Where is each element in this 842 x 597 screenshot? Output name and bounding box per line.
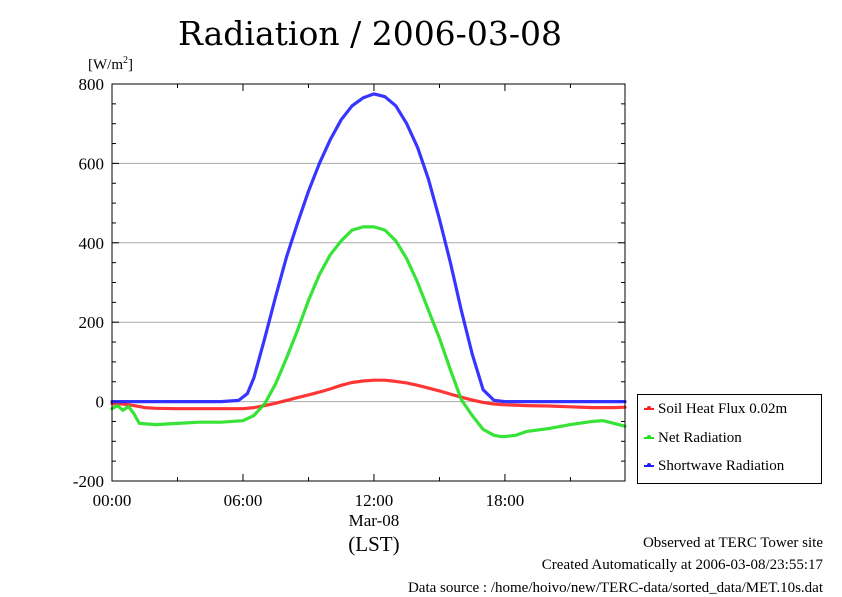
legend-item-shortwave-radiation: Shortwave Radiation bbox=[644, 458, 784, 478]
series-line-shortwave-radiation bbox=[110, 92, 627, 404]
y-tick-label-2: 200 bbox=[79, 313, 105, 332]
x-tick-label-1: 06:00 bbox=[224, 491, 263, 510]
legend-swatch-net-radiation bbox=[644, 434, 654, 439]
x-tick-label-2: 12:00 bbox=[355, 491, 394, 510]
x-tick-label-3: 18:00 bbox=[486, 491, 525, 510]
plot-frame bbox=[111, 83, 626, 482]
y-tick-label-4: 600 bbox=[79, 154, 105, 173]
y-axis-unit-close: ] bbox=[128, 57, 133, 73]
y-axis-unit-text: [W/m bbox=[88, 57, 123, 73]
y-axis-unit-label: [W/m2] bbox=[88, 55, 133, 74]
footer-created: Created Automatically at 2006-03-08/23:5… bbox=[541, 557, 823, 573]
footer-data-source: Data source : /home/hoivo/new/TERC-data/… bbox=[407, 580, 823, 596]
legend: Soil Heat Flux 0.02m Net Radiation Short… bbox=[637, 394, 822, 484]
y-tick-label-0: -200 bbox=[73, 472, 104, 491]
legend-swatch-soil-heat-flux bbox=[644, 405, 654, 410]
x-date-label: Mar-08 bbox=[349, 511, 400, 530]
y-tick-label-3: 400 bbox=[79, 234, 105, 253]
footer-observed: Observed at TERC Tower site bbox=[642, 535, 823, 551]
series-line-net-radiation bbox=[110, 225, 627, 439]
legend-label-shortwave-radiation: Shortwave Radiation bbox=[658, 458, 785, 474]
x-tick-label-0: 00:00 bbox=[93, 491, 132, 510]
y-tick-label-5: 800 bbox=[79, 75, 105, 94]
legend-label-net-radiation: Net Radiation bbox=[658, 430, 742, 446]
x-axis-label: (LST) bbox=[348, 532, 399, 556]
series-line-soil-heat-flux bbox=[110, 378, 627, 411]
legend-item-net-radiation: Net Radiation bbox=[644, 430, 742, 450]
legend-swatch-shortwave-radiation bbox=[644, 462, 654, 467]
chart-title: Radiation / 2006-03-08 bbox=[178, 14, 562, 53]
y-axis-unit-exponent: 2 bbox=[123, 55, 128, 66]
legend-label-soil-heat-flux: Soil Heat Flux 0.02m bbox=[658, 401, 788, 417]
y-tick-label-1: 0 bbox=[96, 393, 105, 412]
legend-item-soil-heat-flux: Soil Heat Flux 0.02m bbox=[644, 401, 787, 421]
